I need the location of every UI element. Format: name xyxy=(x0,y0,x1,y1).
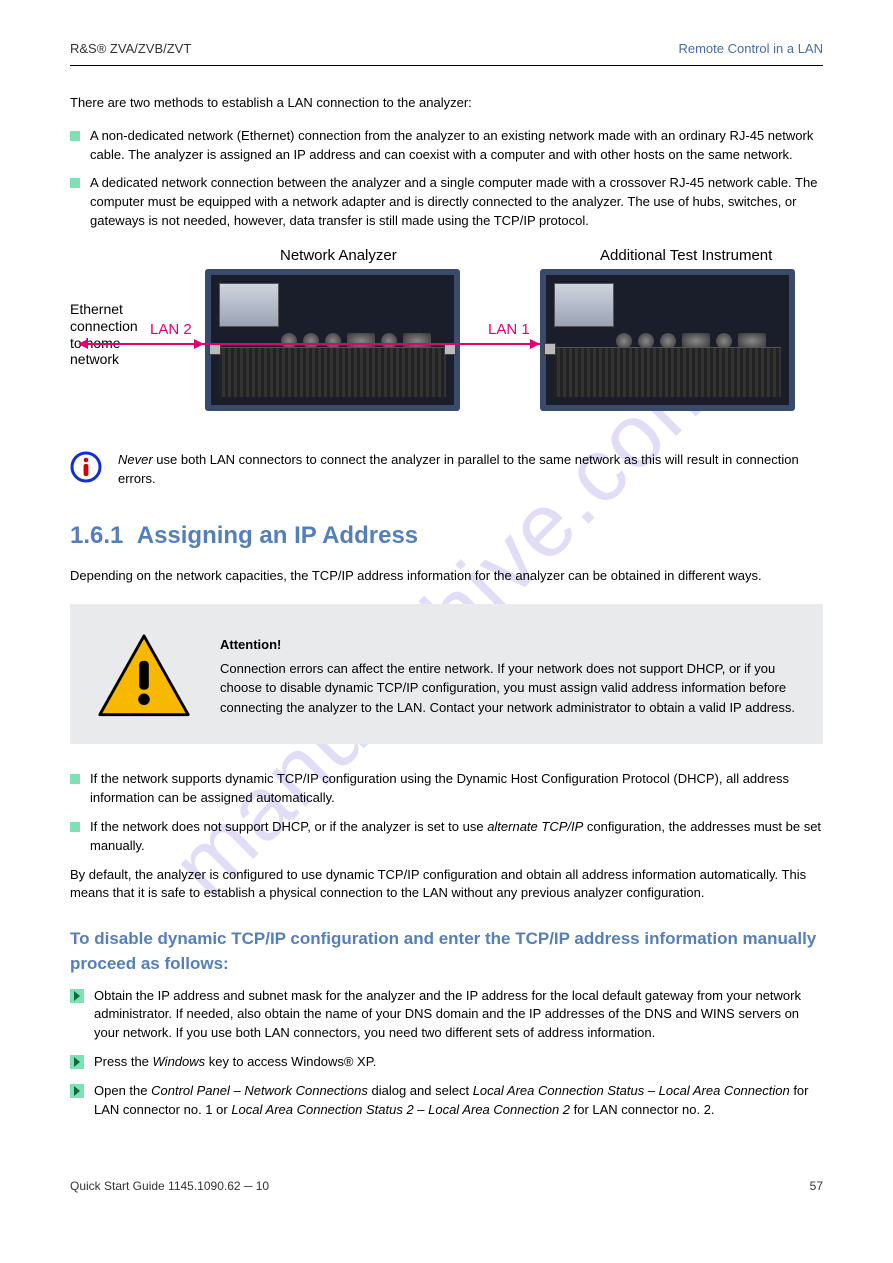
chapter-heading: 1.6.1 Assigning an IP Address xyxy=(70,519,823,554)
bullet-item: A dedicated network connection between t… xyxy=(70,174,823,231)
bullet-marker-icon xyxy=(70,822,80,832)
chapter-number: 1.6.1 xyxy=(70,522,123,549)
device-screen xyxy=(554,283,614,327)
device-network-analyzer xyxy=(205,269,460,411)
step-item: Obtain the IP address and subnet mask fo… xyxy=(70,987,823,1044)
step-item: Press the Windows key to access Windows®… xyxy=(70,1053,823,1072)
arrow-line-lan2 xyxy=(88,343,204,345)
page-container: R&S® ZVA/ZVB/ZVT Remote Control in a LAN… xyxy=(0,0,893,1245)
step-item: Open the Control Panel – Network Connect… xyxy=(70,1082,823,1120)
arrow-head-icon xyxy=(78,339,88,349)
step-text: Open the Control Panel – Network Connect… xyxy=(94,1082,823,1120)
bullet-item: If the network does not support DHCP, or… xyxy=(70,818,823,856)
page-header: R&S® ZVA/ZVB/ZVT Remote Control in a LAN xyxy=(70,40,823,59)
header-right: Remote Control in a LAN xyxy=(678,40,823,59)
lan-port-icon xyxy=(544,343,556,355)
chapter-intro: Depending on the network capacities, the… xyxy=(70,567,823,586)
caution-title: Attention! xyxy=(220,635,797,655)
bullet-marker-icon xyxy=(70,774,80,784)
info-note-body: use both LAN connectors to connect the a… xyxy=(118,452,799,486)
step-marker-icon xyxy=(70,1084,84,1098)
device-additional-instrument xyxy=(540,269,795,411)
caution-text: Attention! Connection errors can affect … xyxy=(220,635,797,717)
chapter-title: Assigning an IP Address xyxy=(137,522,418,549)
info-note-text: Never use both LAN connectors to connect… xyxy=(118,451,823,489)
italic-span: Windows xyxy=(153,1054,206,1069)
bullet-marker-icon xyxy=(70,131,80,141)
footer-page-number: 57 xyxy=(810,1178,823,1195)
label-lan2: LAN 2 xyxy=(150,319,192,341)
step-marker-icon xyxy=(70,1055,84,1069)
info-icon xyxy=(70,451,102,483)
device-vent-grid xyxy=(219,347,446,397)
footer-left: Quick Start Guide 1145.1090.62 ─ 10 xyxy=(70,1178,269,1195)
page-footer: Quick Start Guide 1145.1090.62 ─ 10 57 xyxy=(70,1178,823,1195)
label-network-analyzer: Network Analyzer xyxy=(280,245,397,267)
step-text: Obtain the IP address and subnet mask fo… xyxy=(94,987,823,1044)
bullet-text: If the network does not support DHCP, or… xyxy=(90,818,823,856)
device-screen xyxy=(219,283,279,327)
label-additional-instrument: Additional Test Instrument xyxy=(600,245,772,267)
bullet-text: A non-dedicated network (Ethernet) conne… xyxy=(90,127,823,165)
info-note-emphasis: Never xyxy=(118,452,153,467)
bullet-marker-icon xyxy=(70,178,80,188)
arrow-head-icon xyxy=(194,339,204,349)
warning-triangle-icon xyxy=(96,634,192,718)
italic-span: Local Area Connection Status – Local Are… xyxy=(473,1083,790,1098)
chapter-paragraph: By default, the analyzer is configured t… xyxy=(70,866,823,904)
bullet-item: A non-dedicated network (Ethernet) conne… xyxy=(70,127,823,165)
intro-paragraph: There are two methods to establish a LAN… xyxy=(70,94,823,113)
step-marker-icon xyxy=(70,989,84,1003)
header-left: R&S® ZVA/ZVB/ZVT xyxy=(70,40,191,59)
subheading: To disable dynamic TCP/IP configuration … xyxy=(70,927,823,976)
arrow-head-icon xyxy=(530,339,540,349)
italic-span: Local Area Connection Status 2 – Local A… xyxy=(231,1102,570,1117)
header-rule xyxy=(70,65,823,66)
caution-box: Attention! Connection errors can affect … xyxy=(70,604,823,744)
bullet-item: If the network supports dynamic TCP/IP c… xyxy=(70,770,823,808)
info-note: Never use both LAN connectors to connect… xyxy=(70,451,823,489)
lan-topology-diagram: Network Analyzer Additional Test Instrum… xyxy=(70,249,823,439)
italic-span: Control Panel – Network Connections xyxy=(151,1083,368,1098)
label-ethernet-home: Ethernet connection to home network xyxy=(70,301,138,368)
arrow-line-lan1 xyxy=(204,343,540,345)
label-lan1: LAN 1 xyxy=(488,319,530,341)
italic-span: alternate TCP/IP xyxy=(487,819,583,834)
step-text: Press the Windows key to access Windows®… xyxy=(94,1053,823,1072)
device-vent-grid xyxy=(554,347,781,397)
caution-body: Connection errors can affect the entire … xyxy=(220,661,795,715)
bullet-text: A dedicated network connection between t… xyxy=(90,174,823,231)
bullet-text: If the network supports dynamic TCP/IP c… xyxy=(90,770,823,808)
